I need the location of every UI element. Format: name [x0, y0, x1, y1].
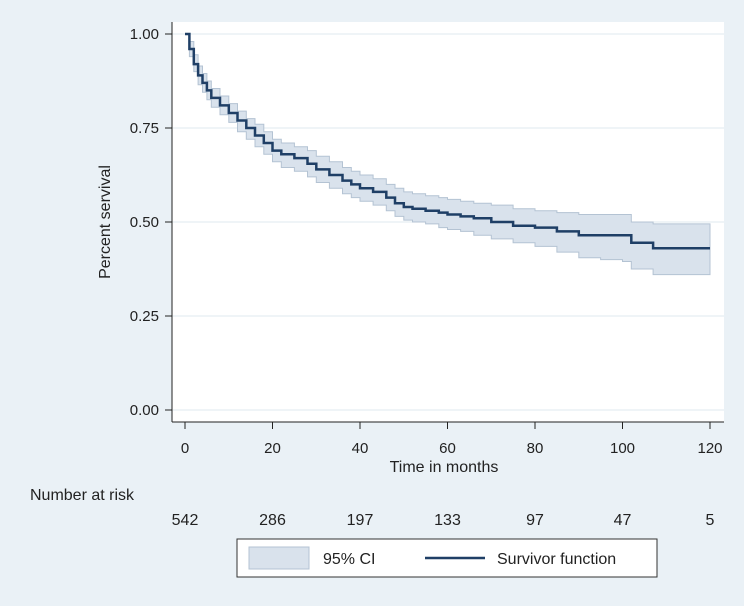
- y-tick-label-1: 0.25: [130, 308, 159, 325]
- x-axis-title: Time in months: [390, 459, 499, 476]
- x-tick-label-2: 40: [352, 440, 369, 457]
- risk-value-3: 133: [434, 512, 461, 529]
- risk-value-0: 542: [172, 512, 199, 529]
- risk-table-title: Number at risk: [30, 487, 135, 504]
- risk-value-4: 97: [526, 512, 544, 529]
- y-axis-title: Percent servival: [97, 165, 114, 279]
- legend: 95% CI Survivor function: [236, 538, 658, 578]
- risk-value-5: 47: [614, 512, 632, 529]
- y-tick-label-3: 0.75: [130, 120, 159, 137]
- x-tick-label-1: 20: [264, 440, 281, 457]
- y-axis-ticks: 0.00 0.25 0.50 0.75 1.00: [130, 26, 172, 419]
- legend-line-label: Survivor function: [497, 551, 616, 568]
- y-tick-label-2: 0.50: [130, 214, 159, 231]
- survivor-function-line: [185, 32, 710, 250]
- x-tick-label-5: 100: [610, 440, 635, 457]
- risk-table-values: 542 286 197 133 97 47 5: [172, 512, 715, 529]
- risk-value-2: 197: [347, 512, 374, 529]
- x-tick-label-6: 120: [697, 440, 722, 457]
- y-tick-label-0: 0.00: [130, 402, 159, 419]
- x-axis-ticks: 0 20 40 60 80 100 120: [181, 422, 723, 457]
- x-tick-label-0: 0: [181, 440, 189, 457]
- legend-ci-swatch: [248, 546, 310, 570]
- y-tick-label-4: 1.00: [130, 26, 159, 43]
- risk-value-6: 5: [706, 512, 715, 529]
- x-tick-label-4: 80: [527, 440, 544, 457]
- legend-ci-label: 95% CI: [323, 551, 375, 568]
- x-tick-label-3: 60: [439, 440, 456, 457]
- ci-band-95: [185, 33, 711, 276]
- risk-value-1: 286: [259, 512, 286, 529]
